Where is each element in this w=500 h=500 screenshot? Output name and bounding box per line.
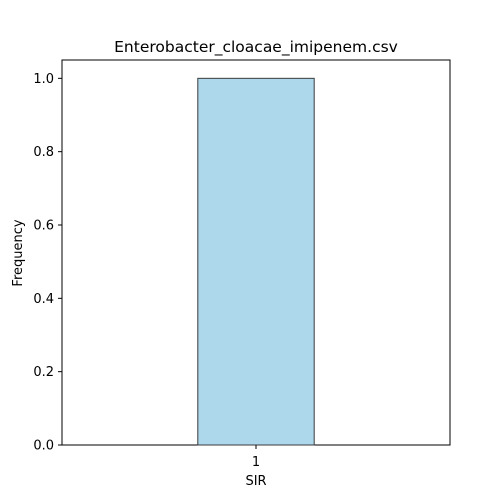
bar-1 bbox=[197, 77, 315, 446]
y-axis-label: Frequency bbox=[11, 219, 26, 286]
y-tick-label: 0.0 bbox=[33, 439, 54, 454]
x-tick-label: 1 bbox=[252, 455, 260, 470]
y-tick-label: 1.0 bbox=[33, 72, 54, 87]
x-axis-label: SIR bbox=[245, 474, 266, 489]
chart-title: Enterobacter_cloacae_imipenem.csv bbox=[114, 38, 398, 57]
y-axis: 0.0 0.2 0.4 0.6 0.8 1.0 bbox=[33, 72, 62, 454]
y-tick-label: 0.6 bbox=[33, 219, 54, 234]
y-tick-label: 0.8 bbox=[33, 145, 54, 160]
x-axis: 1 bbox=[252, 445, 260, 470]
y-tick-label: 0.4 bbox=[33, 292, 54, 307]
y-tick-label: 0.2 bbox=[33, 365, 54, 380]
bars-layer bbox=[197, 77, 315, 446]
